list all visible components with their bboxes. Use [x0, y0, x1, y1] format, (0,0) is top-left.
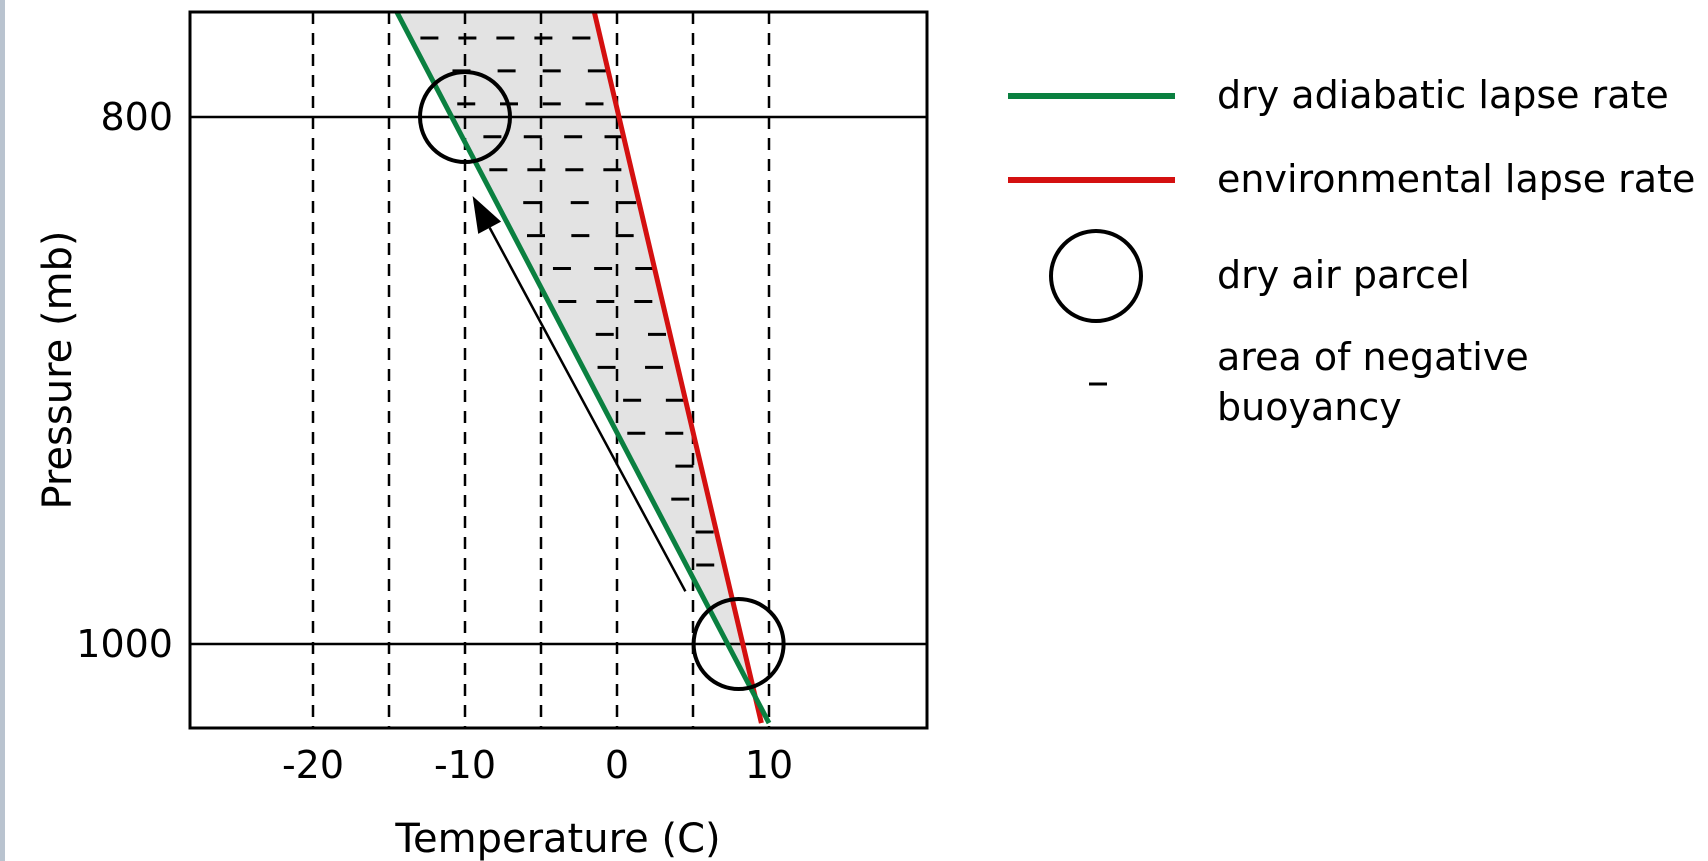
parcel-ascent-arrow-shaft [488, 227, 687, 592]
legend-label-line: buoyancy [1217, 385, 1402, 429]
x-tick-label: -20 [282, 743, 344, 787]
legend-label-line: dry adiabatic lapse rate [1217, 73, 1669, 117]
environmental-lapse-rate-line [591, 12, 764, 724]
legend-label: environmental lapse rate [1217, 157, 1695, 201]
legend-label: dry adiabatic lapse rate [1217, 73, 1669, 117]
plot-layer: -20 -10 0 10 800 1000 Temperature (C) Pressure … [35, 10, 929, 861]
legend-parcel-swatch [1049, 229, 1143, 323]
dry-air-parcel-circle [691, 597, 786, 691]
legend-label: dry air parcel [1217, 253, 1470, 297]
dry-air-parcel-circle [418, 70, 512, 164]
y-axis-title: Pressure (mb) [35, 230, 81, 509]
x-axis-title: Temperature (C) [394, 816, 720, 861]
x-tick-label: -10 [434, 743, 496, 787]
legend-label: area of negative buoyancy [1217, 335, 1529, 429]
plot-frame [188, 10, 929, 730]
legend-label-line: environmental lapse rate [1217, 157, 1695, 201]
legend-label-line: dry air parcel [1217, 253, 1470, 297]
x-tick-label: 10 [745, 743, 793, 787]
x-tick-label: 0 [605, 743, 629, 787]
legend-label-line: area of negative [1217, 335, 1529, 379]
parcel-ascent-arrow-head [472, 196, 502, 234]
skew-t-chart: -20 -10 0 10 800 1000 Temperature (C) Pressure … [35, 10, 1695, 861]
legend: dry adiabatic lapse rate environmental la… [1008, 73, 1695, 429]
y-tick-label: 1000 [76, 622, 173, 666]
dry-adiabatic-lapse-rate-line [394, 12, 772, 725]
y-tick-label: 800 [100, 95, 173, 139]
plot-area [190, 12, 927, 728]
